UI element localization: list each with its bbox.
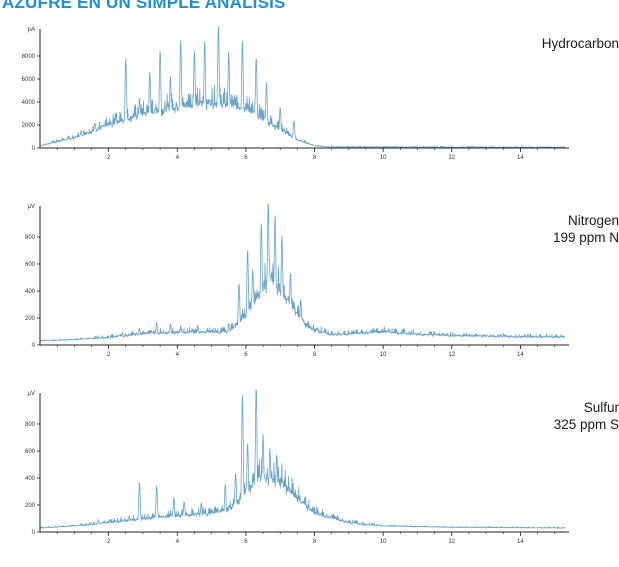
nitrogen-chart: 2 4 6 8 10 12 14 0 200 400 600 800 µV: [25, 203, 569, 358]
chromatogram-trace: [39, 203, 566, 342]
x-tick-label: 6: [244, 352, 248, 358]
y-tick-label: 200: [25, 316, 36, 322]
x-tick-label: 8: [313, 155, 317, 161]
sulfur-label: Sulfur 325 ppm S: [554, 399, 619, 433]
x-tick-label: 2: [107, 539, 111, 545]
y-tick-label: 600: [25, 449, 36, 455]
chromatogram-trace: [39, 389, 566, 529]
x-tick-label: 12: [448, 352, 455, 358]
y-tick-label: 6000: [22, 77, 36, 83]
y-tick-label: 200: [25, 503, 36, 509]
y-tick-label: 4000: [22, 100, 36, 106]
y-tick-label: 600: [25, 262, 36, 268]
y-tick-label: 800: [25, 235, 36, 241]
series-label-line: 325 ppm S: [553, 417, 619, 432]
x-tick-label: 14: [517, 155, 524, 161]
sulfur-chart-panel: 2 4 6 8 10 12 14 0 200 400 600 800 µV Sulfur 325 ppm…: [0, 387, 619, 567]
hydrocarbon-chart-panel: 2 4 6 8 10 12 14 0 2000 4000 6000 8000 pA Hydrocarbo…: [0, 23, 619, 203]
y-unit-label: µV: [28, 391, 35, 397]
series-label-line: Sulfur: [583, 400, 619, 415]
x-tick-label: 8: [313, 539, 317, 545]
y-tick-label: 400: [25, 476, 36, 482]
hydrocarbon-chart: 2 4 6 8 10 12 14 0 2000 4000 6000 8000 pA: [22, 26, 569, 161]
hydrocarbon-label: Hydrocarbon: [542, 35, 619, 52]
x-tick-label: 10: [380, 155, 387, 161]
sulfur-chart: 2 4 6 8 10 12 14 0 200 400 600 800 µV: [25, 389, 569, 545]
x-tick-label: 4: [176, 539, 180, 545]
series-label-line: Hydrocarbon: [541, 36, 619, 51]
y-unit-label: pA: [28, 27, 35, 33]
y-tick-label: 0: [32, 146, 36, 152]
x-tick-label: 12: [448, 539, 455, 545]
nitrogen-chart-panel: 2 4 6 8 10 12 14 0 200 400 600 800 µV Nitrogen 199 p…: [0, 200, 619, 380]
x-tick-label: 12: [448, 155, 455, 161]
x-tick-label: 6: [244, 539, 248, 545]
x-tick-label: 6: [244, 155, 248, 161]
x-tick-label: 2: [107, 155, 111, 161]
y-tick-label: 400: [25, 289, 36, 295]
series-label-line: Nitrogen: [567, 213, 619, 228]
page-title: AZUFRE EN UN SIMPLE ANÁLISIS: [2, 0, 286, 12]
y-tick-label: 8000: [22, 54, 36, 60]
x-tick-label: 2: [107, 352, 111, 358]
y-tick-label: 0: [32, 343, 36, 349]
y-tick-label: 2000: [22, 123, 36, 129]
x-tick-label: 10: [380, 352, 387, 358]
x-tick-label: 14: [517, 352, 524, 358]
chromatogram-trace: [39, 26, 566, 149]
x-tick-label: 4: [176, 352, 180, 358]
x-tick-label: 10: [380, 539, 387, 545]
nitrogen-label: Nitrogen 199 ppm N: [553, 212, 619, 246]
y-tick-label: 800: [25, 422, 36, 428]
series-label-line: 199 ppm N: [552, 230, 619, 245]
x-tick-label: 14: [517, 539, 524, 545]
y-unit-label: µV: [28, 204, 35, 210]
y-tick-label: 0: [32, 530, 36, 536]
x-tick-label: 4: [176, 155, 180, 161]
x-tick-label: 8: [313, 352, 317, 358]
